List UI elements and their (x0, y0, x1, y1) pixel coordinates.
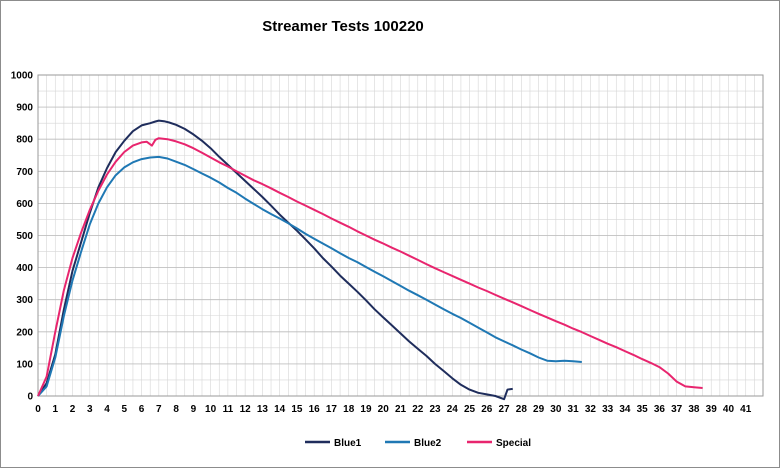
series-lines (37, 119, 703, 401)
y-tick-label: 400 (16, 263, 33, 274)
x-tick-label: 39 (706, 404, 718, 415)
y-tick-label: 800 (16, 135, 33, 146)
x-tick-label: 2 (70, 404, 76, 415)
x-tick-label: 4 (104, 404, 110, 415)
x-tick-label: 8 (173, 404, 179, 415)
x-tick-label: 19 (360, 404, 372, 415)
legend-label-blue2: Blue2 (414, 438, 442, 449)
x-tick-label: 41 (740, 404, 752, 415)
plot-area (37, 74, 764, 397)
y-tick-label: 500 (16, 231, 33, 242)
legend: Blue1 Blue2 Special (305, 438, 531, 449)
x-tick-label: 32 (585, 404, 597, 415)
x-tick-label: 27 (499, 404, 511, 415)
y-tick-label: 600 (16, 199, 33, 210)
x-tick-label: 1 (52, 404, 58, 415)
x-tick-label: 38 (688, 404, 700, 415)
y-tick-label: 100 (16, 359, 33, 370)
x-tick-label: 18 (343, 404, 355, 415)
x-tick-label: 31 (568, 404, 580, 415)
y-tick-label: 700 (16, 167, 33, 178)
series-line-blue2 (37, 155, 582, 397)
x-tick-label: 6 (139, 404, 145, 415)
legend-label-special: Special (496, 438, 531, 449)
x-tick-label: 33 (602, 404, 614, 415)
x-tick-label: 11 (223, 404, 234, 415)
x-tick-label: 40 (723, 404, 735, 415)
x-tick-label: 10 (205, 404, 217, 415)
y-axis-ticks: 0 100 200 300 400 500 600 700 800 900 1000 (11, 71, 34, 403)
x-tick-label: 16 (309, 404, 321, 415)
major-grid (38, 74, 763, 397)
x-tick-label: 35 (637, 404, 649, 415)
x-tick-label: 12 (240, 404, 252, 415)
chart-title: Streamer Tests 100220 (262, 18, 424, 35)
x-tick-label: 20 (378, 404, 390, 415)
x-tick-label: 34 (619, 404, 631, 415)
x-tick-label: 7 (156, 404, 162, 415)
x-tick-label: 25 (464, 404, 476, 415)
series-line-special (37, 137, 703, 397)
x-tick-label: 3 (87, 404, 93, 415)
y-tick-label: 900 (16, 103, 33, 114)
y-tick-label: 1000 (11, 71, 34, 82)
x-tick-label: 26 (481, 404, 493, 415)
x-tick-label: 28 (516, 404, 528, 415)
x-tick-label: 13 (257, 404, 269, 415)
x-axis-ticks: 0 1 2 3 4 5 6 7 8 9 10 11 12 13 14 15 16 17 18 19 20 21 22 23 24… (35, 404, 752, 415)
x-tick-label: 22 (412, 404, 424, 415)
x-tick-label: 17 (326, 404, 338, 415)
x-tick-label: 23 (429, 404, 441, 415)
x-tick-label: 21 (395, 404, 407, 415)
x-tick-label: 15 (291, 404, 303, 415)
x-tick-label: 30 (550, 404, 562, 415)
x-tick-label: 9 (191, 404, 197, 415)
x-tick-label: 37 (671, 404, 683, 415)
legend-label-blue1: Blue1 (334, 438, 362, 449)
y-tick-label: 0 (27, 392, 33, 403)
x-tick-label: 24 (447, 404, 459, 415)
x-tick-label: 29 (533, 404, 545, 415)
x-tick-label: 5 (122, 404, 128, 415)
y-tick-label: 300 (16, 295, 33, 306)
x-tick-label: 36 (654, 404, 666, 415)
series-line-blue1 (37, 119, 513, 401)
y-tick-label: 200 (16, 327, 33, 338)
x-tick-label: 14 (274, 404, 286, 415)
x-tick-label: 0 (35, 404, 41, 415)
